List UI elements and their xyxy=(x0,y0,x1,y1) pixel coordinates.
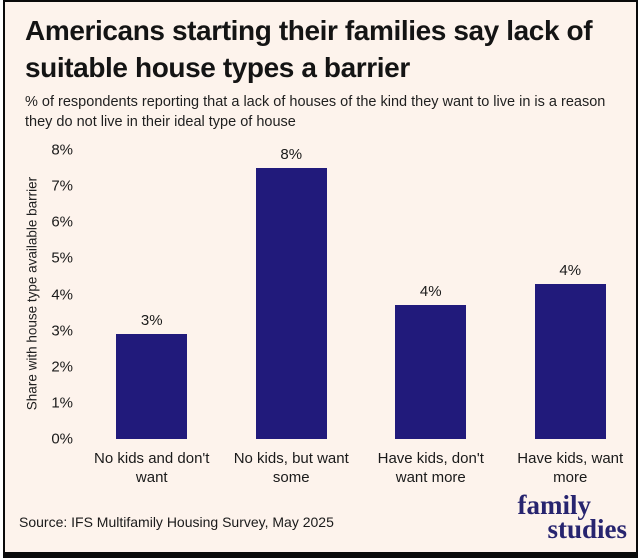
bar xyxy=(534,283,606,439)
y-tick-label: 5% xyxy=(51,249,73,267)
logo-line2: studies xyxy=(547,514,627,544)
bar-value-label: 3% xyxy=(140,312,163,330)
y-tick-label: 2% xyxy=(51,358,73,376)
bar-value-label: 8% xyxy=(280,146,303,164)
x-tick-label: No kids, but want some xyxy=(233,450,349,486)
x-tick-label: Have kids, don't want more xyxy=(377,450,484,486)
y-tick-label: 3% xyxy=(51,322,73,340)
bar-value-label: 4% xyxy=(419,283,442,301)
y-tick-label: 1% xyxy=(51,394,73,412)
y-axis: 0% 1% 2% 3% 4% 5% 6% 7% 8% xyxy=(39,142,73,448)
chart-card: Americans starting their families say la… xyxy=(3,0,638,558)
y-tick-label: 8% xyxy=(51,141,73,159)
bar xyxy=(255,168,327,439)
chart-subtitle: % of respondents reporting that a lack o… xyxy=(25,94,606,130)
y-tick-label: 0% xyxy=(51,430,73,448)
source-note: Source: IFS Multifamily Housing Survey, … xyxy=(19,514,334,530)
y-axis-title: Share with house type available barrier xyxy=(24,176,40,411)
x-axis: No kids and don't want No kids, but want … xyxy=(82,449,640,487)
chart-title: Americans starting their families say la… xyxy=(25,15,593,83)
logo-line1: family xyxy=(517,490,592,520)
bar xyxy=(116,334,188,439)
y-tick-label: 4% xyxy=(51,286,73,303)
y-tick-label: 7% xyxy=(51,177,73,195)
x-tick-label: Have kids, want more xyxy=(517,450,624,486)
y-tick-label: 6% xyxy=(51,213,73,231)
family-studies-logo: family studies xyxy=(517,490,628,544)
bar xyxy=(395,305,467,439)
plot-area: 3% 8% 4% 4% xyxy=(82,146,640,439)
x-tick-label: No kids and don't want xyxy=(94,450,210,486)
bar-value-label: 4% xyxy=(559,261,582,279)
